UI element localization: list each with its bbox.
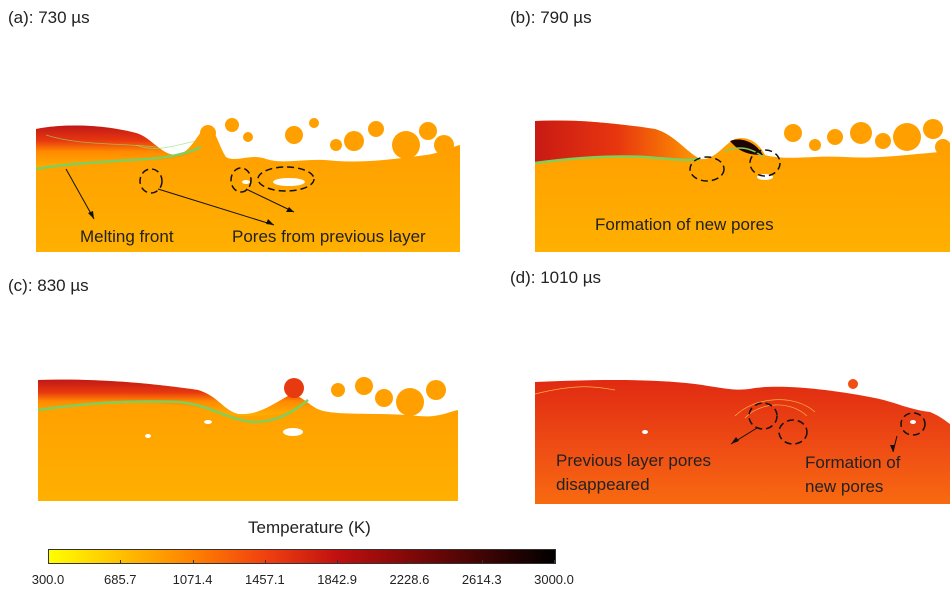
colorbar-tick-mark [120,560,122,564]
annotation-melting-front: Melting front [80,227,174,246]
annotation-previous-pores-disappeared-1: Previous layer pores [556,451,711,470]
colorbar-tick-label: 300.0 [31,572,65,587]
colorbar-tick-label: 685.7 [104,572,137,587]
annotation-pores-previous-layer: Pores from previous layer [232,227,426,246]
annotation-formation-of: Formation of [805,453,901,472]
panel-c-simulation [37,377,458,501]
annotation-new-pores: new pores [805,477,884,496]
colorbar-tick-mark [337,560,339,564]
colorbar-tick-mark [409,560,411,564]
panel-d-simulation [534,379,950,504]
colorbar-tick-label: 1842.9 [317,572,358,587]
annotation-previous-pores-disappeared-2: disappeared [556,475,650,494]
panel-d-label: (d): 1010 µs [510,268,602,287]
colorbar-tick-mark [264,560,266,564]
colorbar-tick-label: 1071.4 [172,572,213,587]
colorbar-tick-label: 2614.3 [461,572,502,587]
colorbar-tick-mark [481,560,483,564]
panel-c-label: (c): 830 µs [8,276,89,295]
colorbar-title: Temperature (K) [248,518,371,537]
colorbar-tick-mark [192,560,194,564]
colorbar-tick-mark [48,560,49,564]
colorbar-tick-mark [554,560,555,564]
colorbar-tick-label: 1457.1 [244,572,285,587]
panel-b-label: (b): 790 µs [510,8,592,27]
panel-a-label: (a): 730 µs [8,8,90,27]
annotation-formation-new-pores: Formation of new pores [595,215,774,234]
colorbar-tick-label: 3000.0 [534,572,574,587]
colorbar [48,549,556,564]
panel-a-simulation [35,118,460,252]
colorbar-tick-label: 2228.6 [389,572,430,587]
panel-b-simulation [534,119,950,253]
